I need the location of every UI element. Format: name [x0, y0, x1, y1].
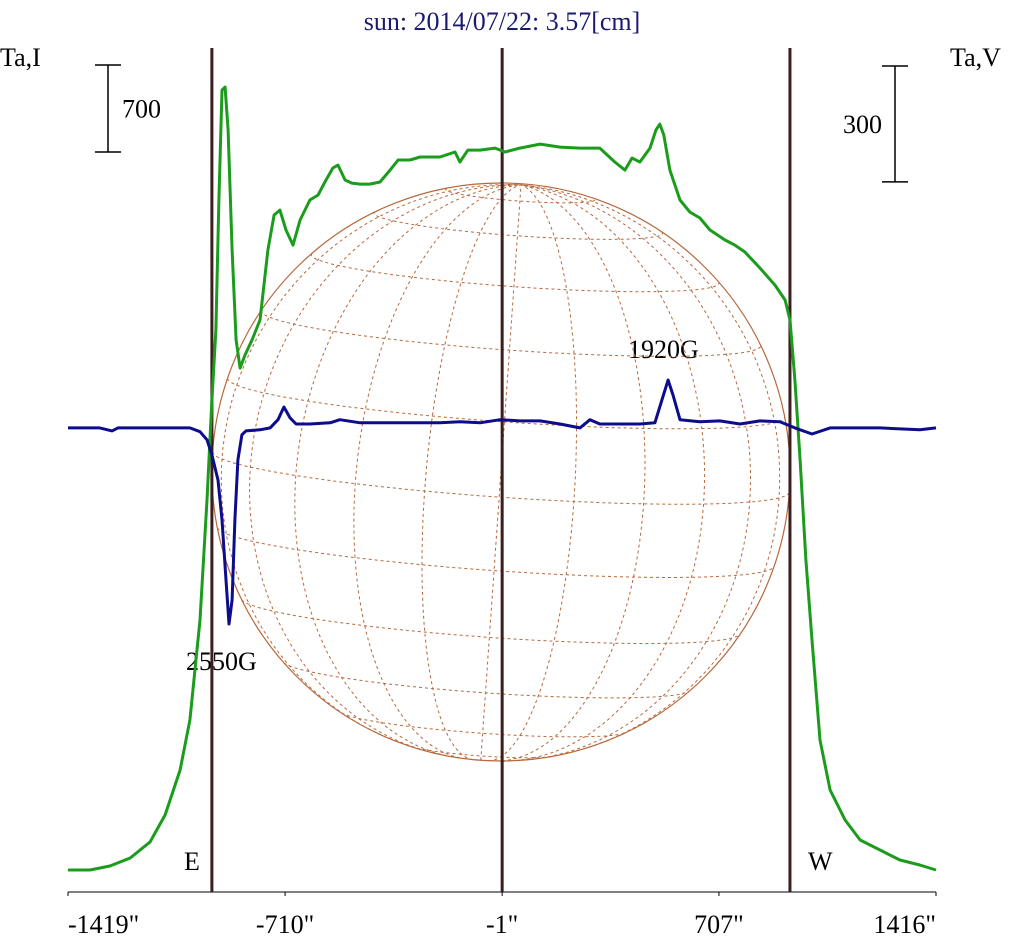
x-tick-label: 1416": [873, 910, 936, 939]
grid-curve: [495, 184, 646, 762]
scale-label: 700: [122, 94, 161, 123]
x-tick-label: -1": [486, 910, 518, 939]
scale-label: 300: [843, 110, 882, 139]
grid-curve: [241, 599, 741, 644]
data-line: [68, 85, 937, 872]
chart-title: sun: 2014/07/22: 3.57[cm]: [364, 7, 641, 36]
x-tick-label: 707": [694, 910, 744, 939]
x-tick-label: -1419": [68, 910, 139, 939]
x-tick-label: -710": [256, 910, 314, 939]
grid-curve: [294, 184, 522, 758]
grid-curve: [227, 378, 786, 430]
limb-label: W: [808, 847, 833, 876]
y2-axis-label: Ta,V: [950, 43, 1001, 72]
grid-curve: [310, 253, 720, 293]
y-axis-label: Ta,I: [0, 43, 41, 72]
data-line: [68, 378, 937, 626]
grid-curve: [520, 184, 781, 752]
grid-curve: [216, 527, 775, 578]
grid-curve: [353, 184, 522, 760]
grid-curve: [509, 184, 706, 762]
grid-curve: [341, 712, 626, 738]
grid-curve: [220, 183, 522, 738]
solar-disk: [211, 182, 791, 762]
annotation: 1920G: [628, 335, 699, 364]
grid-curve: [445, 187, 596, 204]
grid-curve: [488, 184, 578, 762]
grid-curve: [520, 184, 751, 761]
grid-curve: [421, 184, 522, 761]
grid-curve: [480, 184, 522, 761]
grid-curve: [260, 310, 762, 357]
limb-label: E: [184, 847, 200, 876]
grid-curve: [249, 184, 521, 755]
